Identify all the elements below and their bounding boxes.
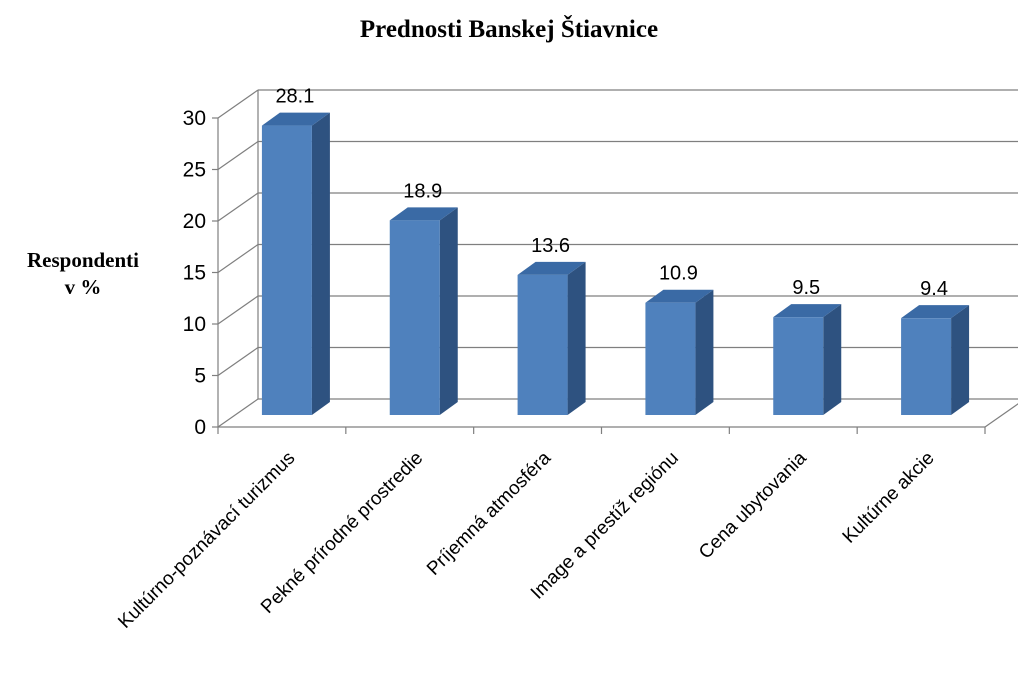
bar — [261, 125, 312, 415]
bar — [645, 302, 696, 415]
bar-top — [901, 305, 970, 319]
gridline-side — [217, 141, 259, 170]
bar-side — [439, 207, 458, 415]
gridline-side — [217, 398, 259, 428]
x-tick-label: Kultúrne akcie — [839, 448, 939, 548]
x-tick-label: Príjemná atmosféra — [423, 447, 555, 579]
y-tick-label: 15 — [183, 262, 206, 285]
bar-top — [773, 304, 842, 318]
data-label: 13.6 — [531, 235, 570, 257]
data-label: 9.5 — [792, 277, 820, 299]
y-tick-label: 20 — [183, 210, 206, 233]
y-tick-label: 30 — [183, 107, 206, 130]
y-tick-label: 0 — [194, 416, 206, 439]
gridline-side — [217, 89, 259, 119]
data-label: 9.4 — [920, 278, 948, 300]
y-axis-label: Respondenti v % — [8, 247, 158, 301]
gridline-side — [217, 295, 259, 325]
bar-side — [311, 112, 330, 415]
gridline-side — [217, 347, 259, 376]
floor-right-edge — [984, 403, 1018, 428]
bar — [389, 220, 440, 415]
bar — [517, 274, 568, 415]
x-tick-label: Cena ubytovania — [695, 447, 811, 563]
bar-top — [261, 112, 330, 126]
y-tick-label: 25 — [183, 159, 206, 182]
gridline-side — [217, 192, 259, 222]
bar — [773, 317, 824, 415]
bar-side — [567, 261, 586, 415]
gridline-side — [217, 244, 259, 273]
y-tick-label: 5 — [194, 365, 206, 388]
data-label: 28.1 — [275, 86, 314, 108]
bar-top — [645, 289, 714, 303]
y-axis-label-line-2: v % — [64, 275, 102, 299]
y-tick-label: 10 — [183, 313, 206, 336]
bar-top — [389, 207, 458, 221]
data-label: 10.9 — [659, 263, 698, 285]
bar-side — [823, 304, 842, 415]
chart-title: Prednosti Banskej Štiavnice — [359, 16, 659, 43]
data-label: 18.9 — [403, 180, 442, 202]
y-axis-label-line-1: Respondenti — [26, 248, 140, 272]
bar-side — [695, 289, 714, 415]
x-tick-label: Image a prestíž regiónu — [527, 448, 683, 604]
bar-top — [517, 261, 586, 275]
bar-side — [951, 305, 970, 415]
bar — [901, 318, 952, 415]
